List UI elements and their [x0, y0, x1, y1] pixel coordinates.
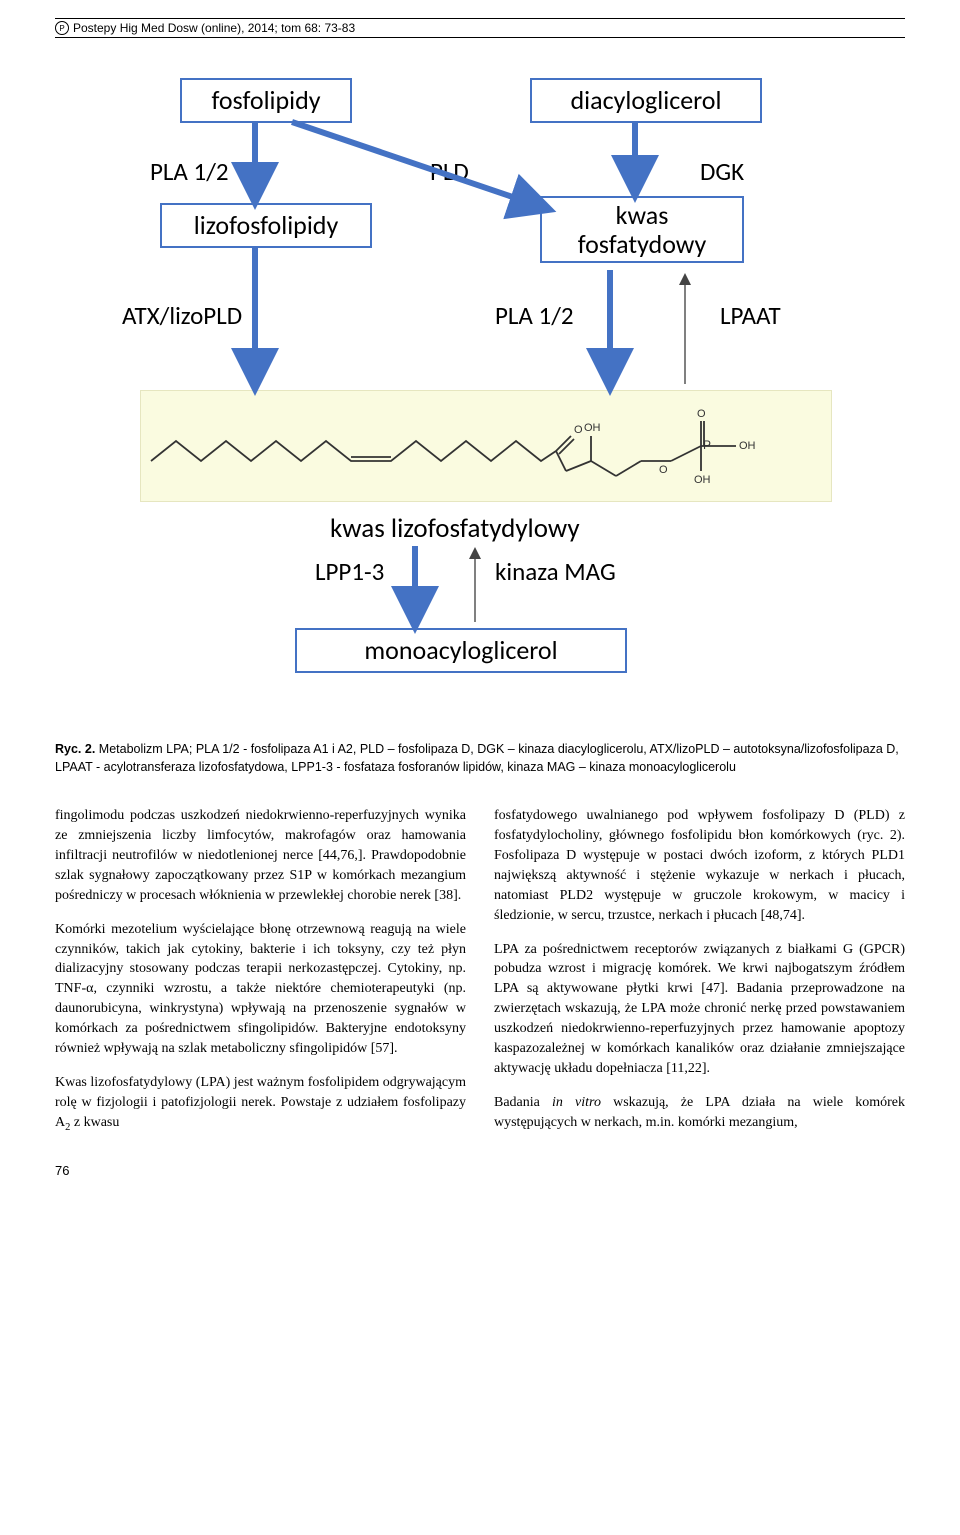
figure-2: fosfolipidy diacyloglicerol PLA 1/2 PLD …: [55, 78, 905, 776]
paragraph-5: LPA za pośrednictwem receptorów związany…: [494, 940, 905, 1079]
label-lpaat: LPAAT: [720, 300, 781, 331]
label-pld: PLD: [430, 156, 469, 187]
node-diacyloglicerol: diacyloglicerol: [530, 78, 762, 123]
label-lpp13: LPP1-3: [315, 556, 384, 587]
label-atx: ATX/lizoPLD: [122, 300, 242, 331]
body-text: fingolimodu podczas uszkodzeń niedokrwie…: [55, 806, 905, 1148]
svg-text:OH: OH: [584, 422, 601, 434]
paragraph-6: Badania in vitro wskazują, że LPA działa…: [494, 1093, 905, 1133]
copyright-icon: P: [55, 21, 69, 35]
paragraph-1: fingolimodu podczas uszkodzeń niedokrwie…: [55, 806, 466, 905]
journal-header: P Postepy Hig Med Dosw (online), 2014; t…: [55, 18, 905, 38]
label-dgk: DGK: [700, 156, 744, 187]
journal-citation: Postepy Hig Med Dosw (online), 2014; tom…: [73, 21, 355, 35]
svg-text:O: O: [697, 408, 706, 420]
node-kwas-fosfatydowy: kwas fosfatydowy: [540, 196, 744, 263]
node-monoacyloglicerol: monoacyloglicerol: [295, 628, 627, 673]
page-number: 76: [55, 1163, 69, 1178]
node-lizofosfolipidy: lizofosfolipidy: [160, 203, 372, 248]
paragraph-2: Komórki mezotelium wyścielające błonę ot…: [55, 920, 466, 1059]
caption-text: Metabolizm LPA; PLA 1/2 - fosfolipaza A1…: [55, 742, 899, 774]
label-pla12-bottom: PLA 1/2: [495, 300, 574, 331]
caption-label: Ryc. 2.: [55, 742, 95, 756]
kwas-line2: fosfatydowy: [578, 228, 707, 260]
svg-text:O: O: [574, 424, 583, 436]
label-pla12-top: PLA 1/2: [150, 156, 229, 187]
figure-caption: Ryc. 2. Metabolizm LPA; PLA 1/2 - fosfol…: [55, 740, 905, 776]
label-kinaza-mag: kinaza MAG: [495, 556, 616, 587]
p3-b: z kwasu: [70, 1115, 119, 1130]
p6-a: Badania: [494, 1095, 552, 1110]
lpa-metabolism-diagram: fosfolipidy diacyloglicerol PLA 1/2 PLD …: [100, 78, 860, 718]
chemical-structure: O OH O O OH OH P: [140, 390, 832, 502]
kwas-line1: kwas: [616, 199, 669, 231]
label-kwas-lizo: kwas lizofosfatydylowy: [330, 512, 580, 545]
svg-text:OH: OH: [694, 474, 711, 486]
p6-italic: in vitro: [552, 1095, 601, 1110]
node-fosfolipidy: fosfolipidy: [180, 78, 352, 123]
paragraph-4: fosfatydowego uwalnianego pod wpływem fo…: [494, 806, 905, 925]
svg-text:O: O: [659, 464, 668, 476]
svg-text:P: P: [703, 438, 711, 452]
svg-text:OH: OH: [739, 440, 756, 452]
paragraph-3: Kwas lizofosfatydylowy (LPA) jest ważnym…: [55, 1073, 466, 1135]
